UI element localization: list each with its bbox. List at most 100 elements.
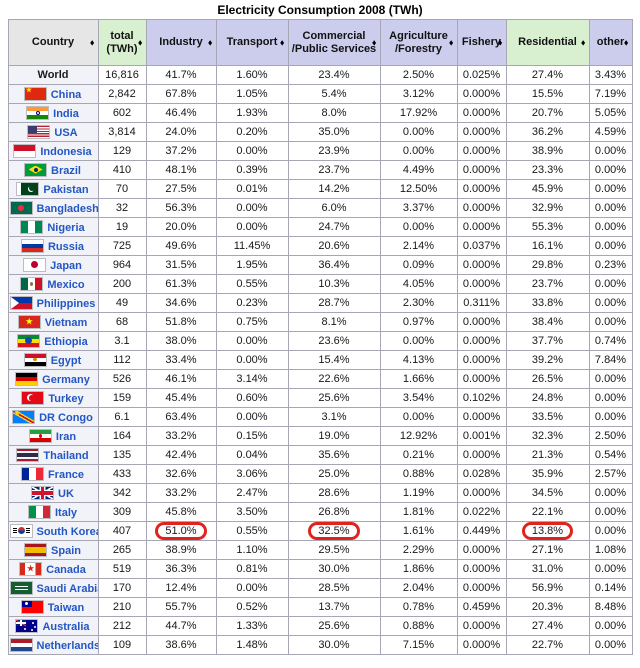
country-link[interactable]: Netherlands — [36, 639, 98, 652]
value-cell: 164 — [97, 426, 147, 446]
china-flag-icon — [24, 87, 46, 100]
value-cell: 0.102% — [456, 388, 507, 408]
value-cell: 8.0% — [287, 103, 381, 123]
table-row-japan: Japan 964 31.5% 1.95% 36.4% 0.09% 0.000% 29.8% 0… — [7, 255, 633, 275]
column-header-agriculture-forestry[interactable]: Agriculture /Forestry ♦ — [379, 19, 458, 66]
value-cell: 0.88% — [379, 464, 458, 484]
column-header-transport[interactable]: Transport ♦ — [215, 19, 289, 66]
country-link[interactable]: Japan — [50, 259, 82, 272]
column-header-commercial-public-services[interactable]: Commercial /Public Services ♦ — [287, 19, 381, 66]
south-korea-flag-icon — [10, 524, 32, 537]
column-header-fishery[interactable]: Fishery ♦ — [456, 19, 507, 66]
country-link[interactable]: Taiwan — [47, 601, 85, 614]
value-cell: 0.000% — [456, 445, 507, 465]
country-link[interactable]: Saudi Arabia — [36, 582, 98, 595]
column-header-country[interactable]: Country ♦ — [7, 19, 99, 66]
column-header-total-twh[interactable]: total (TWh) ♦ — [97, 19, 147, 66]
country-link[interactable]: France — [47, 468, 85, 481]
value-cell: 42.4% — [145, 445, 217, 465]
country-link[interactable]: Germany — [42, 373, 90, 386]
value-cell: 2.04% — [379, 578, 458, 598]
table-row-thailand: Thailand 135 42.4% 0.04% 35.6% 0.21% 0.000% 21.… — [7, 445, 633, 465]
value-cell: 0.00% — [215, 141, 289, 161]
country-link[interactable]: Egypt — [50, 354, 82, 367]
country-link[interactable]: Nigeria — [47, 221, 85, 234]
value-cell: 0.028% — [456, 464, 507, 484]
country-link[interactable]: Thailand — [43, 449, 89, 462]
country-link[interactable]: Iran — [55, 430, 77, 443]
value-cell: 0.00% — [379, 141, 458, 161]
bangladesh-flag-icon — [10, 201, 32, 214]
country-link[interactable]: Pakistan — [43, 183, 89, 196]
highlight-oval: 32.5% — [308, 522, 360, 540]
column-label: Industry — [159, 36, 203, 48]
country-link[interactable]: South Korea — [36, 525, 98, 538]
value-cell: 41.7% — [145, 65, 217, 85]
table-row-spain: Spain 265 38.9% 1.10% 29.5% 2.29% 0.000% 27.1% 1… — [7, 540, 633, 560]
country-link[interactable]: China — [50, 88, 82, 101]
value-cell: 12.92% — [379, 426, 458, 446]
value-cell: 159 — [97, 388, 147, 408]
value-cell: 6.1 — [97, 407, 147, 427]
value-cell: 0.00% — [379, 407, 458, 427]
table-row-brazil: Brazil 410 48.1% 0.39% 23.7% 4.49% 0.000% 23.3%… — [7, 160, 633, 180]
value-cell: 25.6% — [287, 388, 381, 408]
value-cell: 433 — [97, 464, 147, 484]
uk-flag-icon — [32, 486, 54, 499]
country-link[interactable]: Brazil — [51, 164, 81, 177]
country-cell: Germany — [7, 369, 99, 389]
value-cell: 5.4% — [287, 84, 381, 104]
value-cell: 1.61% — [379, 521, 458, 541]
value-cell: 3.50% — [215, 502, 289, 522]
country-link[interactable]: Indonesia — [40, 145, 92, 158]
column-header-other[interactable]: other ♦ — [588, 19, 633, 66]
country-link[interactable]: Australia — [42, 620, 90, 633]
country-link[interactable]: Canada — [46, 563, 86, 576]
country-link[interactable]: India — [53, 107, 79, 120]
table-row-dr-congo: DR Congo6.163.4%0.00%3.1%0.00%0.000%33.5… — [7, 407, 633, 427]
country-link[interactable]: Ethiopia — [44, 335, 88, 348]
table-row-nigeria: Nigeria 19 20.0% 0.00% 24.7% 0.00% 0.000% 55.3%… — [7, 217, 633, 237]
country-link[interactable]: Italy — [54, 506, 77, 519]
value-cell: 31.5% — [145, 255, 217, 275]
table-row-world: World 16,816 41.7% 1.60% 23.4% 2.50% 0.025% 27.… — [7, 65, 633, 85]
value-cell: 407 — [97, 521, 147, 541]
value-cell: 49.6% — [145, 236, 217, 256]
value-cell: 63.4% — [145, 407, 217, 427]
country-link[interactable]: Philippines — [36, 297, 96, 310]
country-link[interactable]: Spain — [51, 544, 81, 557]
country-link[interactable]: USA — [54, 126, 78, 139]
value-cell: 0.037% — [456, 236, 507, 256]
value-cell: 39.2% — [505, 350, 590, 370]
value-cell: 0.025% — [456, 65, 507, 85]
value-cell: 602 — [97, 103, 147, 123]
header-row: Country ♦ total (TWh) ♦ Industry ♦ Transport ♦ C… — [7, 19, 633, 66]
value-cell: 7.15% — [379, 635, 458, 655]
value-cell: 4.49% — [379, 160, 458, 180]
value-cell: 0.000% — [456, 559, 507, 579]
value-cell: 200 — [97, 274, 147, 294]
column-label: Commercial /Public Services — [291, 29, 377, 55]
country-cell: Taiwan — [7, 597, 99, 617]
column-header-industry[interactable]: Industry ♦ — [145, 19, 217, 66]
value-cell: 12.4% — [145, 578, 217, 598]
country-link[interactable]: DR Congo — [39, 411, 93, 424]
egypt-flag-icon — [24, 353, 46, 366]
value-cell: 0.00% — [379, 122, 458, 142]
value-cell: 7.19% — [588, 84, 633, 104]
country-link[interactable]: Vietnam — [44, 316, 88, 329]
country-link[interactable]: Russia — [47, 240, 85, 253]
value-cell: 36.2% — [505, 122, 590, 142]
column-header-residential[interactable]: Residential ♦ — [505, 19, 590, 66]
value-cell: 0.00% — [588, 179, 633, 199]
value-cell: 25.0% — [287, 464, 381, 484]
country-link[interactable]: Mexico — [47, 278, 85, 291]
country-link[interactable]: Turkey — [48, 392, 84, 405]
country-link[interactable]: Bangladesh — [36, 202, 98, 215]
country-link[interactable]: UK — [58, 487, 74, 500]
value-cell: 0.001% — [456, 426, 507, 446]
value-cell: 0.00% — [588, 312, 633, 332]
highlight-oval: 51.0% — [155, 522, 207, 540]
country-cell: Saudi Arabia — [7, 578, 99, 598]
value-cell: 265 — [97, 540, 147, 560]
